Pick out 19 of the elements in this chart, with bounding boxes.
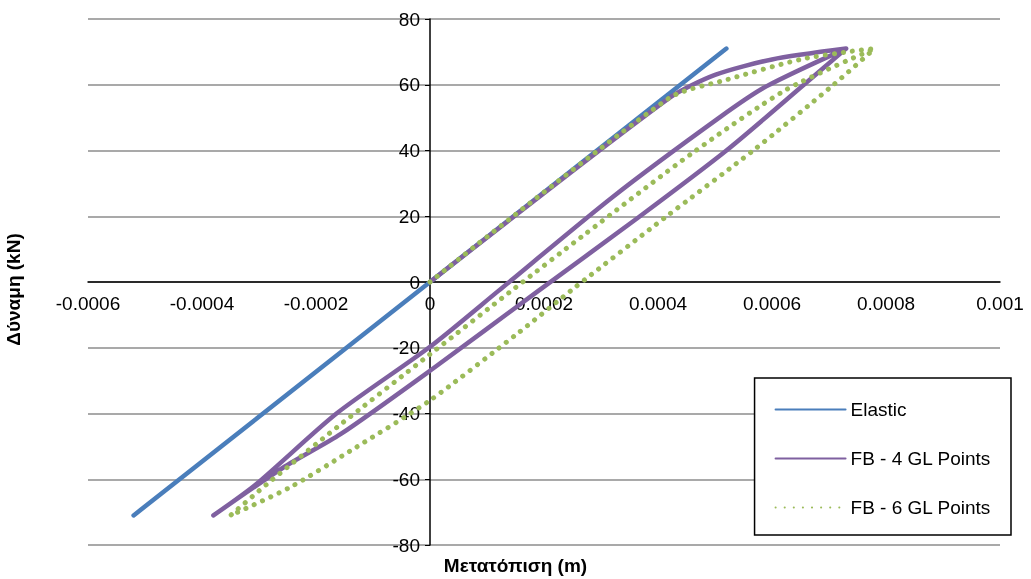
x-tick-label: 0.0006 (742, 293, 802, 314)
legend-label: Elastic (850, 399, 907, 420)
legend-label: FB - 4 GL Points (850, 448, 991, 469)
x-tick-label: -0.0004 (169, 293, 235, 314)
y-tick-label: -20 (392, 337, 420, 359)
x-tick-label: -0.0006 (55, 293, 121, 314)
y-tick-label: 80 (398, 8, 420, 30)
y-tick-label: 60 (398, 74, 420, 96)
legend-label: FB - 6 GL Points (850, 497, 991, 518)
y-tick-label: 40 (398, 140, 420, 161)
y-axis-title: Δύναμη (kN) (3, 233, 24, 346)
x-tick-label: -0.0002 (283, 293, 349, 314)
x-axis-title: Μετατόπιση (m) (443, 555, 588, 576)
x-tick-label: 0.0004 (628, 293, 688, 314)
x-tick-label: 0.0008 (856, 293, 916, 314)
y-tick-label: -80 (392, 534, 420, 556)
y-tick-label: -60 (392, 468, 420, 490)
x-tick-label: 0.001 (976, 293, 1024, 314)
y-tick-label: 20 (398, 205, 420, 227)
